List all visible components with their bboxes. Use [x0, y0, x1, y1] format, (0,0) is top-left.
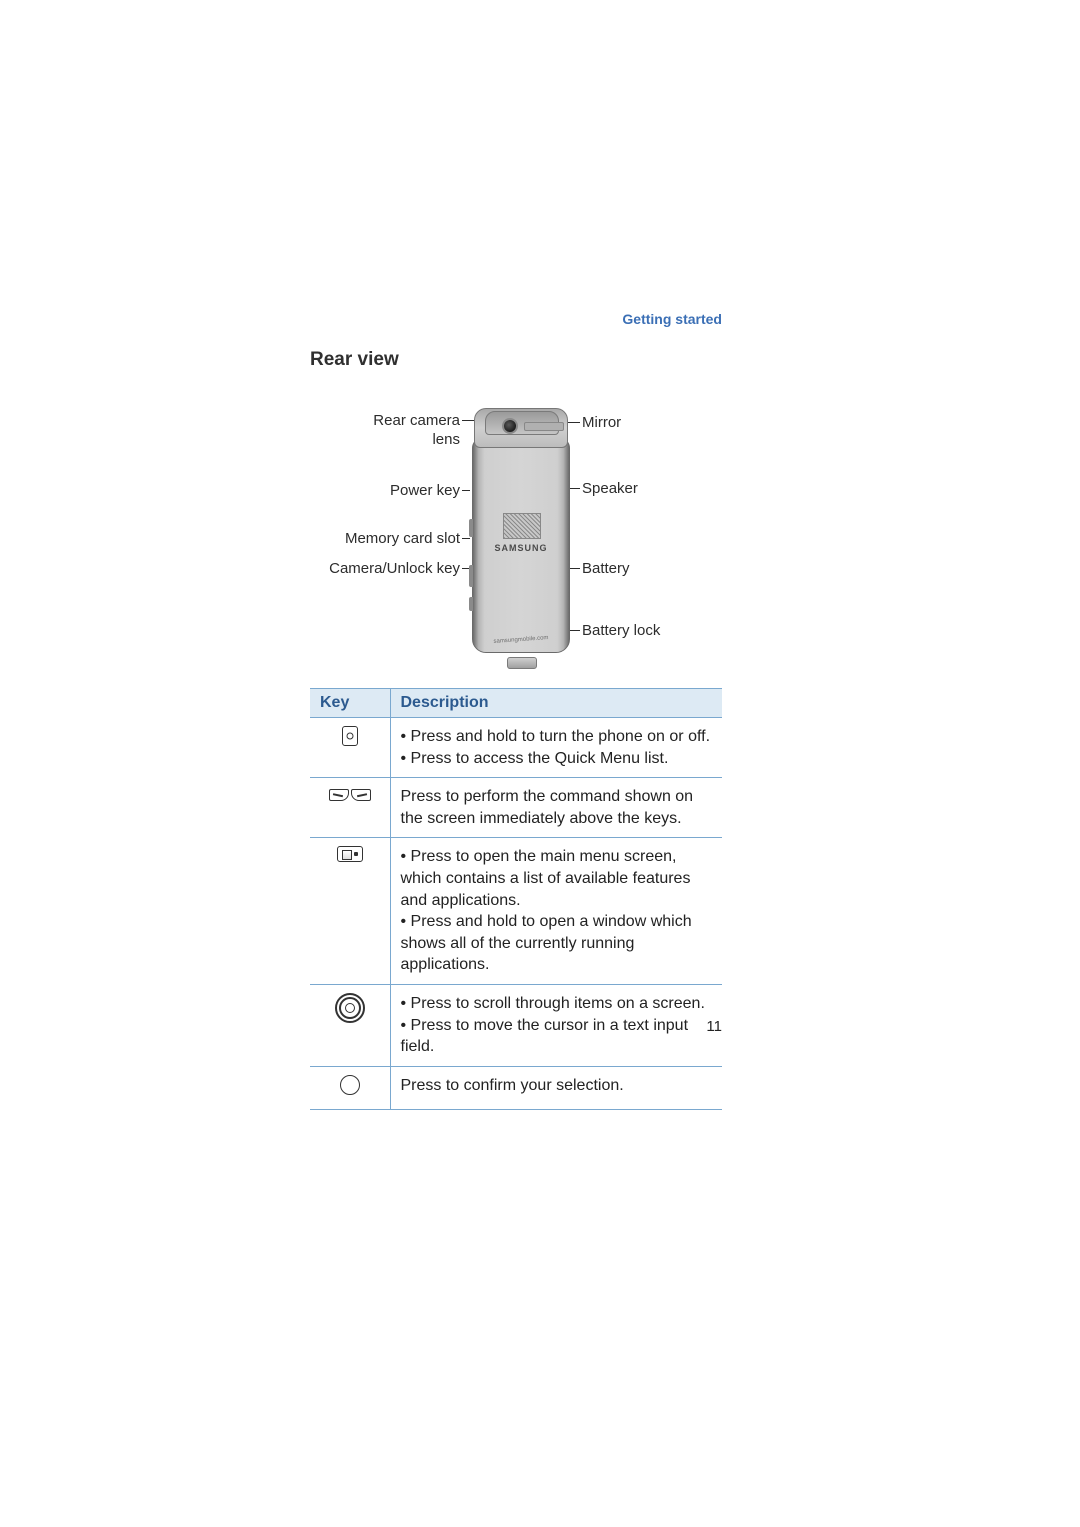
col-header-key: Key [310, 689, 390, 718]
label-battery: Battery [582, 560, 630, 577]
desc-cell: Press to perform the command shown on th… [390, 778, 722, 838]
label-camera-unlock-key: Camera/Unlock key [270, 560, 460, 577]
phone-top [474, 408, 568, 448]
phone-url-text: samsungmobile.com [473, 634, 569, 647]
label-memory-card-slot: Memory card slot [280, 530, 460, 547]
label-speaker: Speaker [582, 480, 638, 497]
col-header-desc: Description [390, 689, 722, 718]
softkeys-icon [329, 789, 371, 801]
key-description-table: Key Description Press and hold to turn t… [310, 688, 722, 1110]
menu-key-icon [337, 846, 363, 869]
desc-cell: Press and hold to turn the phone on or o… [390, 718, 722, 778]
desc-item: Press to scroll through items on a scree… [401, 993, 713, 1015]
speaker-grill [503, 513, 541, 539]
camera-hump [485, 411, 559, 435]
leader-line [462, 538, 470, 539]
key-cell [310, 1066, 390, 1110]
desc-cell: Press to open the main menu screen, whic… [390, 838, 722, 985]
desc-cell: Press to confirm your selection. [390, 1066, 722, 1110]
power-key-piece [469, 519, 473, 537]
label-text: lens [432, 431, 460, 448]
power-key-icon [342, 726, 358, 753]
label-mirror: Mirror [582, 414, 621, 431]
label-battery-lock: Battery lock [582, 622, 660, 639]
label-rear-camera-lens: Rear camera lens [300, 412, 460, 450]
ok-key-icon [340, 1075, 360, 1102]
desc-item: Press and hold to turn the phone on or o… [401, 726, 713, 748]
nav-ring-icon [335, 993, 365, 1030]
key-cell [310, 984, 390, 1066]
table-row: Press to perform the command shown on th… [310, 778, 722, 838]
header-section-link: Getting started [622, 311, 722, 327]
camera-key-piece [469, 597, 473, 611]
desc-cell: Press to scroll through items on a scree… [390, 984, 722, 1066]
rear-view-diagram: Rear camera lens Power key Memory card s… [310, 400, 730, 670]
label-text: Rear camera [373, 412, 460, 429]
key-cell [310, 778, 390, 838]
samsung-logo: SAMSUNG [473, 543, 569, 553]
key-cell [310, 718, 390, 778]
phone-rear-illustration: SAMSUNG samsungmobile.com [472, 408, 570, 660]
phone-body: SAMSUNG samsungmobile.com [472, 438, 570, 653]
table-row: Press and hold to turn the phone on or o… [310, 718, 722, 778]
leader-line [462, 490, 470, 491]
desc-item: Press and hold to open a window which sh… [401, 911, 713, 976]
desc-item: Press to move the cursor in a text input… [401, 1015, 713, 1058]
battery-lock-piece [507, 657, 537, 669]
table-header-row: Key Description [310, 689, 722, 718]
table-row: Press to open the main menu screen, whic… [310, 838, 722, 985]
page-number: 11 [706, 1018, 722, 1035]
table-row: Press to scroll through items on a scree… [310, 984, 722, 1066]
label-power-key: Power key [300, 482, 460, 499]
key-cell [310, 838, 390, 985]
desc-item: Press to access the Quick Menu list. [401, 748, 713, 770]
camera-lens [502, 418, 518, 434]
desc-item: Press to open the main menu screen, whic… [401, 846, 713, 911]
section-title: Rear view [310, 349, 399, 371]
manual-page: Getting started Rear view Rear camera le… [0, 0, 1080, 1527]
memory-slot-piece [469, 565, 473, 587]
camera-badge [524, 422, 564, 431]
table-row: Press to confirm your selection. [310, 1066, 722, 1110]
